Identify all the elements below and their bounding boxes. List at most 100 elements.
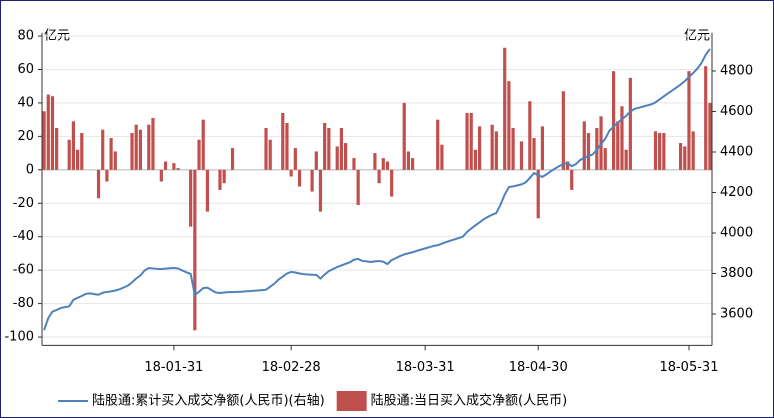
bar (465, 112, 469, 170)
bar (503, 47, 507, 170)
bar (440, 144, 444, 170)
bar (105, 169, 109, 182)
bar (230, 148, 235, 170)
bar (71, 121, 76, 170)
y-tick-label: -60 (13, 263, 34, 278)
bar (138, 129, 143, 170)
bar (410, 158, 415, 170)
x-tick-label: 18-05-31 (659, 360, 718, 375)
bar (611, 71, 616, 170)
bar (691, 131, 695, 170)
bar (172, 163, 176, 170)
bar (109, 138, 113, 170)
bar (163, 161, 168, 170)
y-tick-label: -40 (13, 229, 34, 244)
bar (297, 169, 302, 187)
y2-tick-label: 3800 (720, 266, 753, 281)
bar (678, 143, 683, 170)
bar (335, 146, 339, 170)
bar (683, 146, 687, 170)
bar (318, 169, 323, 212)
bar (586, 133, 591, 170)
bar (570, 169, 574, 190)
bar (519, 141, 524, 170)
bar (620, 106, 624, 170)
y-tick-label: -100 (4, 330, 34, 345)
bar (50, 96, 55, 170)
bar (339, 128, 344, 170)
bar (323, 122, 327, 170)
bar (285, 122, 289, 170)
bar (511, 128, 515, 170)
bar (473, 149, 478, 170)
bar (197, 139, 201, 170)
bar (536, 169, 540, 219)
line (43, 48, 711, 331)
bar (96, 169, 101, 199)
bar (540, 126, 545, 170)
bar (205, 169, 210, 212)
bar (310, 169, 314, 192)
y-tick-label: 20 (17, 129, 34, 144)
bar (134, 124, 138, 170)
bar (201, 119, 205, 170)
bar (390, 169, 394, 197)
bar (151, 117, 155, 170)
bar (708, 102, 712, 170)
bar (377, 169, 381, 184)
x-tick-label: 18-03-31 (396, 360, 455, 375)
y-tick-label: -80 (13, 296, 34, 311)
bar (101, 129, 105, 170)
bar (314, 151, 318, 170)
bar (352, 158, 356, 170)
y2-tick-label: 4400 (720, 144, 753, 159)
bar (490, 124, 494, 170)
bar (494, 131, 498, 170)
bar (662, 133, 666, 170)
bar (687, 71, 691, 170)
bar (293, 148, 297, 170)
bar (477, 126, 482, 170)
bar (55, 128, 59, 170)
bar (402, 102, 406, 170)
bar (406, 151, 411, 170)
bar (42, 111, 46, 170)
y2-tick-label: 4600 (720, 104, 753, 119)
bar (130, 133, 134, 170)
y2-tick-label: 4200 (720, 185, 753, 200)
bar (281, 112, 285, 170)
bar (75, 149, 80, 170)
y2-tick-label: 4000 (720, 225, 753, 240)
bar (189, 169, 193, 227)
bar (268, 139, 272, 170)
bar (222, 169, 226, 184)
bar (582, 121, 586, 170)
bar (176, 168, 180, 170)
y-tick-label: 0 (26, 162, 34, 177)
x-tick-label: 18-04-30 (509, 360, 568, 375)
bar (436, 119, 440, 170)
bar (507, 81, 511, 170)
y2-tick-label: 4800 (720, 63, 753, 78)
bar (80, 133, 84, 170)
legend-label: 陆股通:当日买入成交净额(人民币) (371, 393, 568, 409)
y-tick-label: 60 (17, 62, 34, 77)
x-tick-label: 18-02-28 (262, 360, 321, 375)
bar (159, 169, 163, 182)
bar (565, 161, 570, 170)
bar (658, 133, 662, 170)
bar (469, 112, 473, 170)
bar (264, 128, 268, 170)
y-tick-label: -20 (13, 196, 34, 211)
bar (356, 169, 360, 205)
bar (603, 148, 607, 170)
legend-swatch (336, 391, 367, 411)
bar (218, 169, 222, 190)
bar (327, 128, 331, 170)
x-tick-label: 18-01-31 (144, 360, 203, 375)
bar (113, 151, 117, 170)
bar (46, 94, 50, 170)
bar (624, 149, 628, 170)
bar (193, 169, 197, 331)
